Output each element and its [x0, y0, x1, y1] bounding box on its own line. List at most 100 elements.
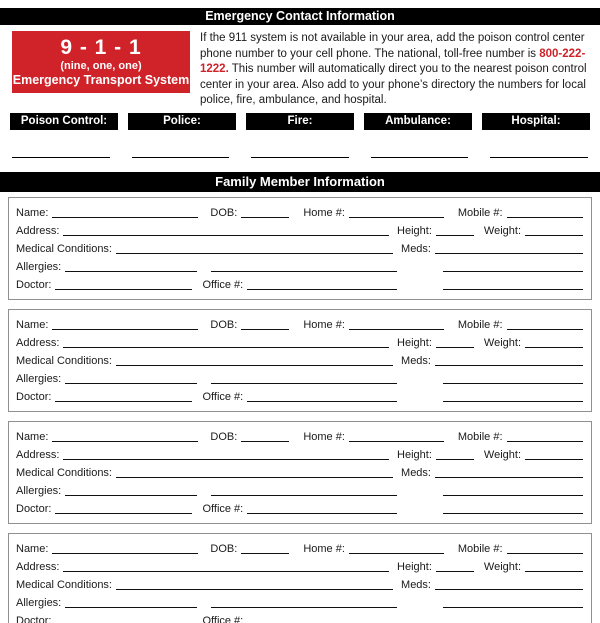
height-label: Height:: [397, 336, 432, 349]
family-member-card: Name: DOB: Home #: Mobile #: Address: He…: [8, 420, 592, 524]
dob-label: DOB:: [210, 206, 238, 219]
name-blank-line: [52, 429, 199, 442]
member-row-address: Address: Height: Weight:: [16, 333, 583, 351]
contact-phone-blank-line: [131, 156, 230, 158]
doctor-blank-line: [55, 501, 193, 514]
contact-phone-blank-line: [12, 156, 110, 158]
home-phone-blank-line: [348, 429, 444, 442]
home-phone-label: Home #:: [303, 430, 345, 443]
home-phone-blank-line: [348, 541, 444, 554]
member-row-doctor: Doctor: Office #:: [16, 387, 583, 405]
dob-blank-line: [241, 317, 290, 330]
member-row-allergies: Allergies:: [16, 369, 583, 387]
height-label: Height:: [397, 448, 432, 461]
dob-blank-line: [241, 205, 290, 218]
emergency-contacts-row: Poison Control: Police: Fire: Ambulance:…: [0, 112, 600, 130]
dob-blank-line: [241, 541, 290, 554]
meds-blank-line: [435, 353, 583, 366]
name-blank-line: [52, 317, 199, 330]
mobile-phone-label: Mobile #:: [457, 206, 503, 219]
mobile-phone-blank-line: [506, 205, 583, 218]
office-phone-label: Office #:: [202, 502, 244, 515]
contact-label: Ambulance:: [385, 114, 451, 127]
emergency-contact-title: Emergency Contact Information: [205, 9, 395, 23]
medical-conditions-blank-line: [116, 353, 394, 366]
info-section: 9 - 1 - 1 (nine, one, one) Emergency Tra…: [0, 31, 600, 109]
height-label: Height:: [397, 224, 432, 237]
doctor-blank-line: [55, 277, 193, 290]
meds-blank-line-3: [443, 389, 583, 402]
member-row-allergies: Allergies:: [16, 481, 583, 499]
home-phone-blank-line: [348, 205, 444, 218]
address-label: Address:: [16, 224, 60, 237]
member-row-doctor: Doctor: Office #:: [16, 275, 583, 293]
height-blank-line: [435, 223, 474, 236]
name-blank-line: [52, 205, 199, 218]
address-label: Address:: [16, 560, 60, 573]
allergies-label: Allergies:: [16, 260, 62, 273]
address-blank-line: [63, 223, 390, 236]
name-label: Name:: [16, 206, 49, 219]
weight-blank-line: [525, 447, 583, 460]
family-member-boxes: Name: DOB: Home #: Mobile #: Address: He…: [0, 196, 600, 623]
medical-conditions-label: Medical Conditions:: [16, 242, 112, 255]
member-row-allergies: Allergies:: [16, 257, 583, 275]
meds-label: Meds:: [401, 354, 431, 367]
meds-label: Meds:: [401, 578, 431, 591]
medical-conditions-label: Medical Conditions:: [16, 466, 112, 479]
paragraph-text-before: If the 911 system is not available in yo…: [200, 32, 585, 60]
contact-label: Fire:: [287, 114, 313, 127]
weight-blank-line: [525, 559, 583, 572]
mobile-phone-label: Mobile #:: [457, 542, 503, 555]
member-row-medical: Medical Conditions: Meds:: [16, 239, 583, 257]
meds-blank-line: [435, 465, 583, 478]
family-member-card: Name: DOB: Home #: Mobile #: Address: He…: [8, 308, 592, 412]
doctor-blank-line: [55, 613, 192, 623]
family-member-card: Name: DOB: Home #: Mobile #: Address: He…: [8, 196, 592, 300]
weight-label: Weight:: [483, 448, 521, 461]
medical-conditions-blank-line: [116, 577, 394, 590]
address-blank-line: [63, 559, 390, 572]
member-row-allergies: Allergies:: [16, 593, 583, 611]
member-row-medical: Medical Conditions: Meds:: [16, 575, 583, 593]
member-row-doctor: Doctor: Office #:: [16, 611, 583, 623]
member-row-medical: Medical Conditions: Meds:: [16, 351, 583, 369]
member-row-name: Name: DOB: Home #: Mobile #:: [16, 315, 583, 333]
meds-blank-line: [435, 241, 583, 254]
emergency-contact-blank-lines: [0, 156, 600, 158]
dob-label: DOB:: [210, 430, 238, 443]
doctor-label: Doctor:: [16, 614, 52, 623]
allergies-blank-line: [65, 595, 198, 608]
medical-conditions-blank-line: [116, 465, 394, 478]
member-row-medical: Medical Conditions: Meds:: [16, 463, 583, 481]
contact-label-box: Ambulance:: [364, 112, 472, 130]
medical-conditions-blank-line: [116, 241, 394, 254]
call-911-words: (nine, one, one): [60, 60, 142, 72]
weight-label: Weight:: [483, 224, 521, 237]
office-phone-label: Office #:: [202, 614, 244, 623]
member-row-doctor: Doctor: Office #:: [16, 499, 583, 517]
dob-label: DOB:: [210, 542, 238, 555]
height-label: Height:: [397, 560, 432, 573]
meds-blank-line: [435, 577, 583, 590]
home-phone-label: Home #:: [303, 542, 345, 555]
height-blank-line: [435, 559, 474, 572]
call-911-box: 9 - 1 - 1 (nine, one, one) Emergency Tra…: [12, 31, 190, 93]
office-phone-blank-line: [247, 501, 397, 514]
family-member-header-bar: Family Member Information: [0, 171, 600, 192]
mobile-phone-label: Mobile #:: [457, 318, 503, 331]
paragraph-text-after: This number will automatically direct yo…: [200, 63, 587, 106]
allergies-blank-line-2: [211, 595, 397, 608]
meds-blank-line-3: [443, 277, 583, 290]
mobile-phone-blank-line: [506, 541, 583, 554]
name-label: Name:: [16, 318, 49, 331]
poison-control-phone-number: 800-222-1222.: [200, 47, 586, 76]
member-row-name: Name: DOB: Home #: Mobile #:: [16, 539, 583, 557]
allergies-blank-line: [65, 371, 198, 384]
contact-label-box: Poison Control:: [10, 112, 118, 130]
allergies-blank-line-2: [211, 259, 397, 272]
name-blank-line: [52, 541, 199, 554]
member-row-name: Name: DOB: Home #: Mobile #:: [16, 427, 583, 445]
meds-label: Meds:: [401, 242, 431, 255]
member-row-address: Address: Height: Weight:: [16, 445, 583, 463]
